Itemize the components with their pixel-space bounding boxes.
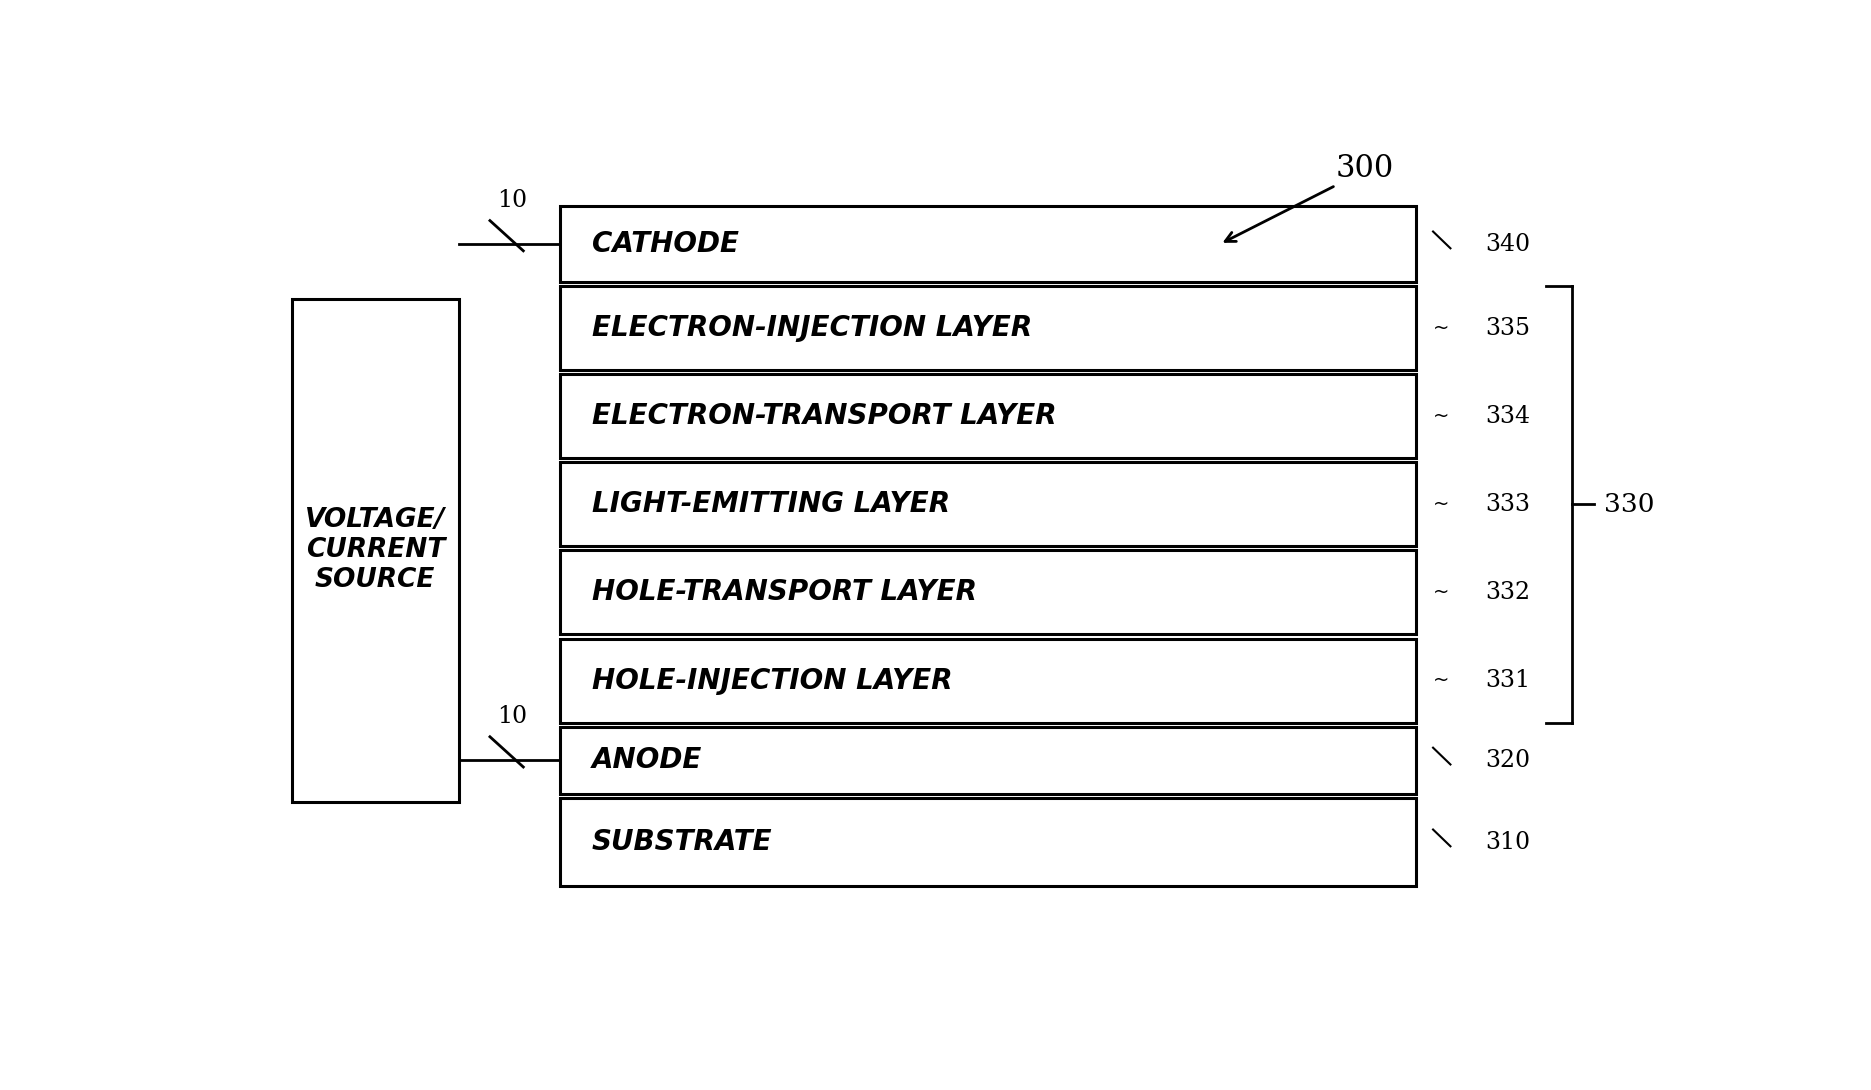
Bar bbox=[559, 286, 1416, 370]
Bar bbox=[559, 798, 1416, 886]
Bar bbox=[559, 374, 1416, 458]
Text: VOLTAGE/
CURRENT
SOURCE: VOLTAGE/ CURRENT SOURCE bbox=[305, 508, 445, 593]
Text: ~: ~ bbox=[1433, 407, 1450, 426]
Text: LIGHT-EMITTING LAYER: LIGHT-EMITTING LAYER bbox=[591, 490, 950, 518]
Text: 333: 333 bbox=[1486, 493, 1530, 516]
Bar bbox=[559, 727, 1416, 794]
Text: 340: 340 bbox=[1486, 232, 1530, 256]
Text: 332: 332 bbox=[1486, 581, 1530, 604]
Text: ~: ~ bbox=[1433, 583, 1450, 602]
Text: 300: 300 bbox=[1336, 153, 1394, 184]
Text: HOLE-TRANSPORT LAYER: HOLE-TRANSPORT LAYER bbox=[591, 579, 977, 606]
Text: HOLE-INJECTION LAYER: HOLE-INJECTION LAYER bbox=[591, 667, 952, 694]
Text: ~: ~ bbox=[1433, 318, 1450, 338]
Text: 330: 330 bbox=[1603, 492, 1654, 517]
Text: 10: 10 bbox=[496, 190, 528, 213]
Bar bbox=[559, 639, 1416, 723]
Text: 10: 10 bbox=[496, 705, 528, 728]
Text: 310: 310 bbox=[1486, 831, 1530, 853]
Bar bbox=[559, 550, 1416, 634]
Text: 334: 334 bbox=[1486, 404, 1530, 427]
Text: CATHODE: CATHODE bbox=[591, 230, 739, 258]
Text: 335: 335 bbox=[1486, 316, 1530, 340]
Text: SUBSTRATE: SUBSTRATE bbox=[591, 828, 773, 856]
Text: ~: ~ bbox=[1433, 671, 1450, 690]
Text: 331: 331 bbox=[1486, 669, 1530, 692]
Text: 320: 320 bbox=[1486, 749, 1530, 772]
Text: ELECTRON-TRANSPORT LAYER: ELECTRON-TRANSPORT LAYER bbox=[591, 402, 1057, 431]
Bar bbox=[292, 299, 458, 802]
Text: ELECTRON-INJECTION LAYER: ELECTRON-INJECTION LAYER bbox=[591, 314, 1033, 342]
Bar bbox=[559, 206, 1416, 282]
Bar bbox=[559, 462, 1416, 546]
Text: ~: ~ bbox=[1433, 495, 1450, 513]
Text: ANODE: ANODE bbox=[591, 747, 702, 774]
